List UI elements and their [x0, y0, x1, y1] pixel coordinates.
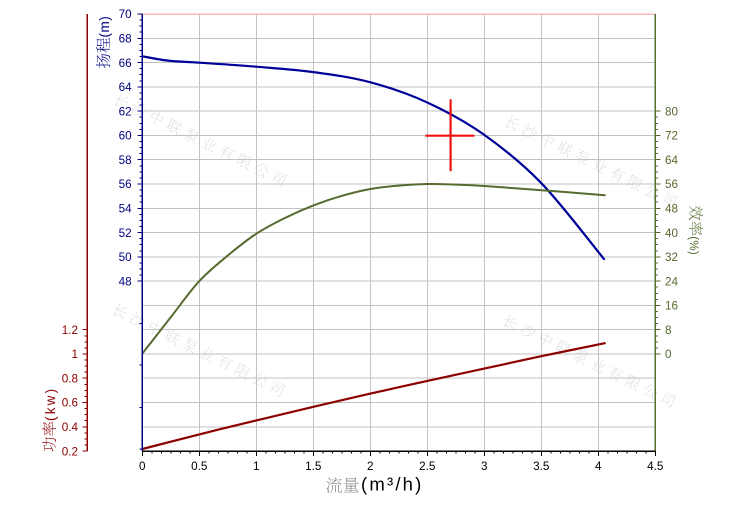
svg-text:68: 68	[119, 33, 132, 46]
svg-text:(kw): (kw)	[43, 387, 58, 421]
svg-text:56: 56	[665, 178, 678, 191]
svg-text:50: 50	[119, 251, 133, 264]
svg-text:(%): (%)	[687, 236, 699, 255]
svg-text:48: 48	[119, 275, 132, 288]
svg-text:0: 0	[665, 348, 672, 361]
svg-text:64: 64	[119, 81, 133, 94]
svg-text:8: 8	[665, 324, 672, 337]
svg-text:60: 60	[119, 130, 133, 143]
svg-text:(m³/h): (m³/h)	[361, 474, 424, 495]
svg-text:0.2: 0.2	[62, 445, 78, 458]
svg-text:0.5: 0.5	[191, 460, 208, 473]
svg-text:16: 16	[665, 300, 678, 313]
svg-text:48: 48	[665, 203, 678, 216]
svg-text:4: 4	[595, 460, 602, 473]
svg-text:3: 3	[481, 460, 488, 473]
svg-text:40: 40	[665, 227, 679, 240]
svg-text:4.5: 4.5	[647, 460, 664, 473]
svg-text:1: 1	[71, 348, 78, 361]
svg-text:32: 32	[665, 251, 678, 264]
svg-text:1: 1	[253, 460, 260, 473]
svg-text:0.8: 0.8	[62, 372, 78, 385]
svg-text:1.2: 1.2	[62, 324, 78, 337]
svg-text:0: 0	[139, 460, 146, 473]
svg-text:58: 58	[119, 154, 132, 167]
svg-text:66: 66	[119, 57, 132, 70]
svg-text:1.5: 1.5	[305, 460, 322, 473]
svg-text:2.5: 2.5	[419, 460, 436, 473]
svg-text:(m): (m)	[97, 16, 112, 38]
svg-text:70: 70	[119, 8, 133, 21]
svg-text:62: 62	[119, 105, 132, 118]
svg-text:2: 2	[367, 460, 374, 473]
svg-text:3.5: 3.5	[533, 460, 550, 473]
svg-text:52: 52	[119, 227, 132, 240]
svg-text:64: 64	[665, 154, 679, 167]
svg-text:56: 56	[119, 178, 132, 191]
svg-text:54: 54	[119, 203, 133, 216]
svg-text:0.6: 0.6	[62, 397, 78, 410]
svg-text:72: 72	[665, 130, 678, 143]
svg-text:0.4: 0.4	[62, 421, 79, 434]
svg-text:80: 80	[665, 105, 679, 118]
svg-text:24: 24	[665, 275, 679, 288]
